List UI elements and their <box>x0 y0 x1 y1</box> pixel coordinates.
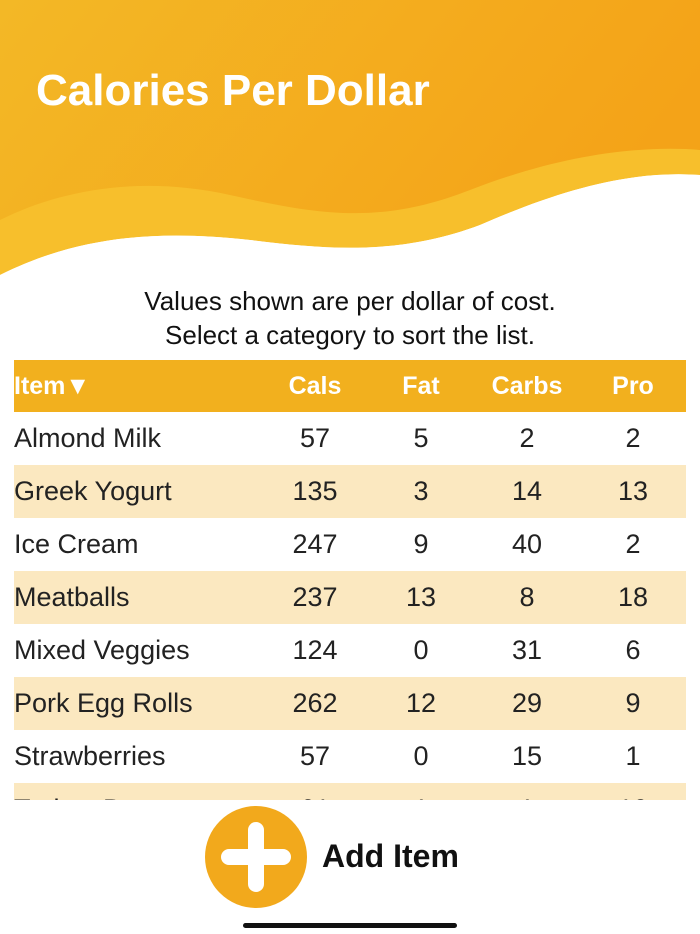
item-cell: Almond Milk <box>14 423 162 453</box>
value-cell: 1 <box>625 741 641 771</box>
value-cell: 237 <box>292 582 338 612</box>
value-cell: 247 <box>292 529 338 559</box>
value-cell: 6 <box>625 635 641 665</box>
table-row[interactable]: Mixed Veggies 124 0 31 6 <box>14 624 686 677</box>
item-cell: Ice Cream <box>14 529 139 559</box>
item-cell: Mixed Veggies <box>14 635 190 665</box>
value-cell: 18 <box>617 582 649 612</box>
value-cell: 0 <box>413 635 429 665</box>
value-cell: 13 <box>617 476 649 506</box>
instruction-line: Values shown are per dollar of cost. <box>144 286 556 316</box>
value-cell: 8 <box>519 582 535 612</box>
header-background <box>0 0 700 290</box>
add-item-label[interactable]: Add Item <box>322 838 459 874</box>
table-row[interactable]: Almond Milk 57 5 2 2 <box>14 412 686 465</box>
table-row[interactable]: Strawberries 57 0 15 1 <box>14 730 686 783</box>
value-cell: 61 <box>262 794 368 800</box>
item-cell: Strawberries <box>14 741 166 771</box>
value-cell: 3 <box>413 476 429 506</box>
home-indicator <box>243 923 457 928</box>
item-cell: Greek Yogurt <box>14 476 172 506</box>
value-cell: 135 <box>292 476 338 506</box>
value-cell: 12 <box>405 688 437 718</box>
value-cell: 29 <box>511 688 543 718</box>
add-button[interactable] <box>205 806 307 908</box>
value-cell: 14 <box>511 476 543 506</box>
value-cell: 124 <box>292 635 338 665</box>
value-cell: 9 <box>413 529 429 559</box>
column-header[interactable]: Pro <box>612 371 654 400</box>
value-cell: 40 <box>511 529 543 559</box>
value-cell: 0 <box>413 741 429 771</box>
value-cell: 2 <box>519 423 535 453</box>
table-row[interactable]: Ice Cream 247 9 40 2 <box>14 518 686 571</box>
plus-icon <box>221 822 291 892</box>
item-cell: Meatballs <box>14 582 130 612</box>
table-row[interactable]: Greek Yogurt 135 3 14 13 <box>14 465 686 518</box>
value-cell: 9 <box>625 688 641 718</box>
value-cell: 262 <box>292 688 338 718</box>
table-header: Item▼ Cals Fat Carbs Pro <box>14 360 686 412</box>
instructions: Values shown are per dollar of cost. Sel… <box>0 284 700 352</box>
table-row[interactable]: Meatballs 237 13 8 18 <box>14 571 686 624</box>
column-header[interactable]: Cals <box>288 371 342 400</box>
value-cell: 10 <box>580 794 686 800</box>
table-row[interactable]: Pork Egg Rolls 262 12 29 9 <box>14 677 686 730</box>
value-cell: 15 <box>511 741 543 771</box>
value-cell: 57 <box>299 423 331 453</box>
instruction-line: Select a category to sort the list. <box>165 320 535 350</box>
food-table: Item▼ Cals Fat Carbs Pro Almond Milk 57 5 2 2 Gree… <box>14 360 686 800</box>
value-cell: 1 <box>368 794 474 800</box>
item-cell: Turkey Breast <box>14 794 262 800</box>
value-cell: 1 <box>474 794 580 800</box>
table-row[interactable]: Turkey Breast611110 <box>14 783 686 800</box>
page-title: Calories Per Dollar <box>36 66 430 115</box>
value-cell: 57 <box>299 741 331 771</box>
column-header[interactable]: Carbs <box>491 371 563 400</box>
value-cell: 31 <box>511 635 543 665</box>
column-header[interactable]: Item▼ <box>14 371 91 400</box>
value-cell: 2 <box>625 423 641 453</box>
value-cell: 13 <box>405 582 437 612</box>
item-cell: Pork Egg Rolls <box>14 688 193 718</box>
value-cell: 2 <box>625 529 641 559</box>
column-header[interactable]: Fat <box>402 371 440 400</box>
value-cell: 5 <box>413 423 429 453</box>
